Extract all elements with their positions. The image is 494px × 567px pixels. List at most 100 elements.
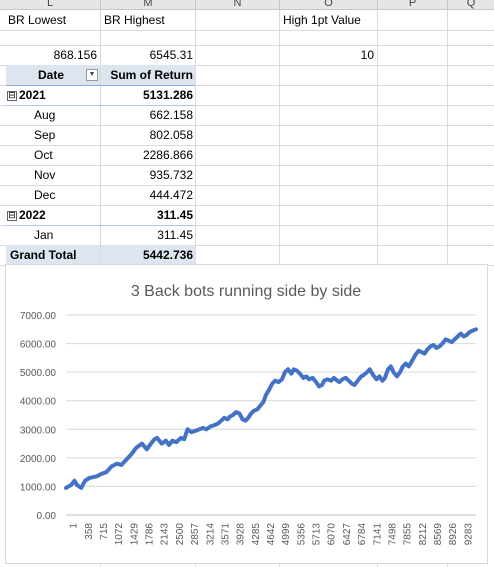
pivot-header-sum[interactable]: Sum of Return bbox=[101, 65, 195, 85]
x-tick-label: 6427 bbox=[342, 523, 353, 546]
x-tick-label: 3571 bbox=[220, 523, 231, 546]
column-header-p[interactable]: P bbox=[378, 0, 448, 10]
gridline bbox=[0, 205, 494, 206]
high-1pt-value[interactable]: 10 bbox=[360, 48, 374, 62]
pivot-month-label[interactable]: Oct bbox=[6, 145, 100, 165]
pivot-year-value[interactable]: 311.45 bbox=[156, 208, 193, 222]
br-highest-label[interactable]: BR Highest bbox=[104, 13, 165, 27]
pivot-divider bbox=[6, 105, 195, 106]
x-tick-label: 7855 bbox=[403, 523, 414, 546]
collapse-icon[interactable]: ⊟ bbox=[7, 90, 17, 101]
pivot-month-label[interactable]: Jan bbox=[6, 225, 100, 245]
y-tick-label: 0.00 bbox=[37, 511, 57, 522]
x-tick-label: 1429 bbox=[129, 523, 140, 546]
x-tick-label: 4999 bbox=[281, 523, 292, 546]
pivot-month-value[interactable]: 662.158 bbox=[149, 108, 193, 122]
x-tick-label: 2143 bbox=[160, 523, 171, 546]
x-tick-label: 5713 bbox=[312, 523, 323, 546]
gridline bbox=[0, 65, 494, 66]
pivot-year-label[interactable]: ⊟ 2022 bbox=[6, 205, 100, 225]
column-header-o[interactable]: O bbox=[280, 0, 378, 10]
br-lowest-label[interactable]: BR Lowest bbox=[8, 13, 67, 27]
x-tick-label: 3214 bbox=[205, 523, 216, 546]
y-tick-label: 3000.00 bbox=[20, 425, 57, 436]
x-tick-label: 8569 bbox=[433, 523, 444, 546]
pivot-header-date-cell[interactable]: Date ▼ bbox=[6, 65, 100, 85]
x-tick-label: 8926 bbox=[448, 523, 459, 546]
pivot-month-label[interactable]: Sep bbox=[6, 125, 100, 145]
chart-title[interactable]: 3 Back bots running side by side bbox=[131, 283, 361, 300]
x-tick-label: 1786 bbox=[145, 523, 156, 546]
column-header-m[interactable]: M bbox=[101, 0, 196, 10]
gridline bbox=[0, 185, 494, 186]
pivot-month-value[interactable]: 444.472 bbox=[149, 188, 193, 202]
x-tick-label: 2500 bbox=[175, 523, 186, 546]
x-tick-label: 5356 bbox=[296, 523, 307, 546]
x-tick-label: 715 bbox=[99, 523, 110, 540]
pivot-month-value[interactable]: 2286.866 bbox=[142, 148, 193, 162]
gridline bbox=[0, 30, 494, 31]
x-tick-label: 6070 bbox=[327, 523, 338, 546]
x-tick-label: 2857 bbox=[190, 523, 201, 546]
x-tick-label: 7141 bbox=[372, 523, 383, 546]
x-tick-label: 7498 bbox=[387, 523, 398, 546]
gridline bbox=[0, 105, 494, 106]
pivot-month-value[interactable]: 802.058 bbox=[149, 128, 193, 142]
x-tick-label: 1072 bbox=[114, 523, 125, 546]
line-chart[interactable]: 3 Back bots running side by side 0.00 100… bbox=[5, 264, 488, 564]
pivot-month-value[interactable]: 311.45 bbox=[157, 228, 193, 242]
pivot-row-label: Jan bbox=[34, 228, 54, 242]
series-line[interactable] bbox=[64, 327, 478, 490]
pivot-month-value[interactable]: 935.732 bbox=[149, 168, 193, 182]
pivot-month-label[interactable]: Dec bbox=[6, 185, 100, 205]
pivot-row-label: Aug bbox=[34, 108, 56, 122]
pivot-year-label[interactable]: ⊟ 2021 bbox=[6, 85, 100, 105]
br-lowest-value[interactable]: 868.156 bbox=[53, 48, 97, 62]
pivot-divider bbox=[6, 225, 195, 226]
pivot-row-label: 2021 bbox=[19, 88, 46, 102]
br-highest-value[interactable]: 6545.31 bbox=[149, 48, 193, 62]
pivot-month-label[interactable]: Aug bbox=[6, 105, 100, 125]
y-tick-label: 7000.00 bbox=[20, 311, 57, 322]
pivot-row-label: Nov bbox=[34, 168, 56, 182]
x-tick-label: 4642 bbox=[266, 523, 277, 546]
gridline bbox=[0, 45, 494, 46]
x-tick-label: 3928 bbox=[236, 523, 247, 546]
collapse-icon[interactable]: ⊟ bbox=[7, 210, 17, 221]
gridline bbox=[0, 245, 494, 246]
pivot-divider bbox=[6, 85, 195, 86]
pivot-month-label[interactable]: Nov bbox=[6, 165, 100, 185]
pivot-row-label: Oct bbox=[34, 148, 53, 162]
gridline bbox=[0, 145, 494, 146]
pivot-row-label: Sep bbox=[34, 128, 56, 142]
column-header-n[interactable]: N bbox=[196, 0, 280, 10]
column-header-q[interactable]: Q bbox=[448, 0, 494, 10]
filter-dropdown-icon[interactable]: ▼ bbox=[86, 69, 98, 81]
grand-total-label[interactable]: Grand Total bbox=[6, 245, 100, 265]
high-1pt-label[interactable]: High 1pt Value bbox=[283, 13, 361, 27]
gridline bbox=[0, 225, 494, 226]
pivot-row-label: 2022 bbox=[19, 208, 46, 222]
y-tick-label: 1000.00 bbox=[20, 482, 57, 493]
x-tick-label: 358 bbox=[84, 523, 95, 540]
pivot-year-value[interactable]: 5131.286 bbox=[142, 88, 193, 102]
y-tick-label: 5000.00 bbox=[20, 368, 57, 379]
column-header-l[interactable]: L bbox=[0, 0, 101, 10]
y-tick-label: 4000.00 bbox=[20, 397, 57, 408]
pivot-header-date: Date bbox=[38, 68, 65, 82]
gridline bbox=[0, 85, 494, 86]
x-tick-label: 1 bbox=[69, 523, 80, 529]
pivot-divider bbox=[6, 245, 195, 246]
x-tick-label: 9283 bbox=[463, 523, 474, 546]
x-tick-label: 4285 bbox=[251, 523, 262, 546]
gridline bbox=[0, 165, 494, 166]
chart-canvas: 3 Back bots running side by side 0.00 100… bbox=[20, 283, 478, 546]
grand-total-value[interactable]: 5442.736 bbox=[101, 245, 195, 265]
x-tick-label: 6784 bbox=[357, 523, 368, 546]
y-tick-label: 6000.00 bbox=[20, 340, 57, 351]
x-tick-label: 8212 bbox=[418, 523, 429, 546]
pivot-row-label: Dec bbox=[34, 188, 56, 202]
y-tick-label: 2000.00 bbox=[20, 454, 57, 465]
gridline bbox=[0, 125, 494, 126]
